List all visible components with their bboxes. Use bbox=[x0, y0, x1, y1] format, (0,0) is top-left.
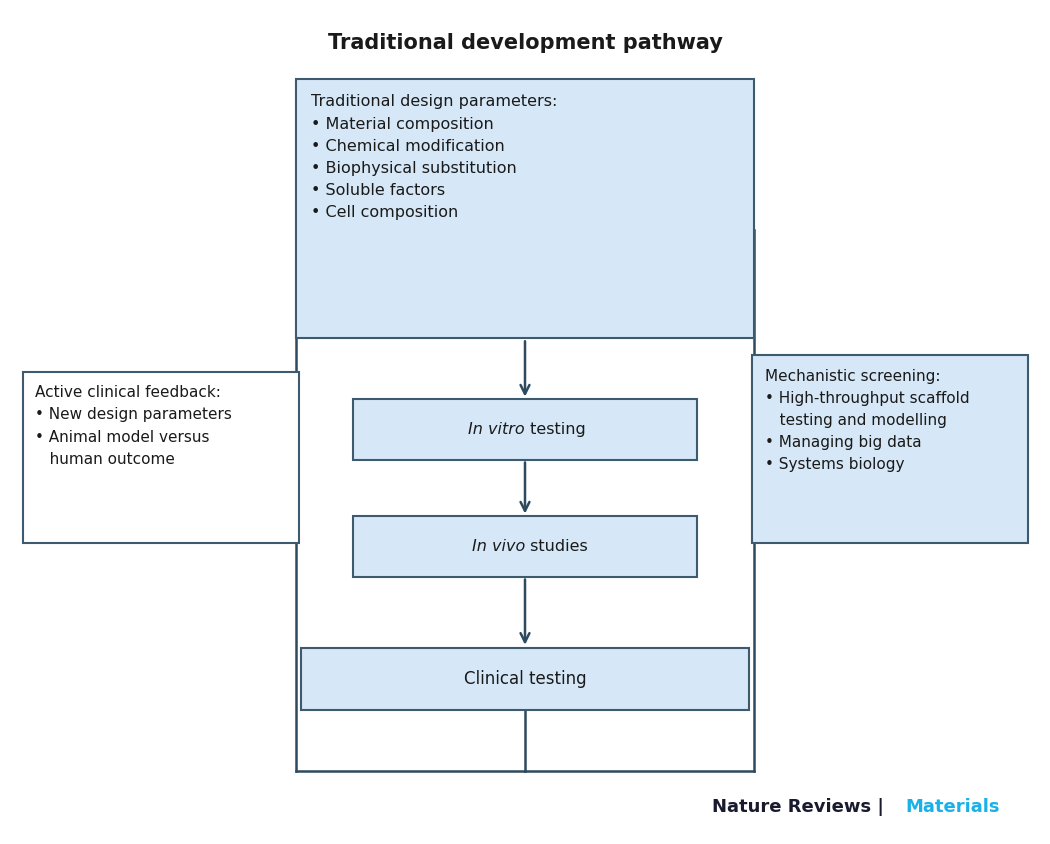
FancyBboxPatch shape bbox=[23, 372, 299, 544]
FancyBboxPatch shape bbox=[353, 399, 697, 460]
Text: Nature Reviews |: Nature Reviews | bbox=[713, 798, 890, 816]
Text: testing: testing bbox=[525, 422, 586, 437]
Text: Active clinical feedback:
• New design parameters
• Animal model versus
   human: Active clinical feedback: • New design p… bbox=[36, 385, 232, 467]
FancyBboxPatch shape bbox=[353, 517, 697, 576]
Text: Materials: Materials bbox=[905, 798, 1000, 816]
FancyBboxPatch shape bbox=[301, 647, 749, 711]
Text: In vitro: In vitro bbox=[468, 422, 525, 437]
Text: In vivo: In vivo bbox=[471, 539, 525, 554]
Text: Traditional development pathway: Traditional development pathway bbox=[328, 34, 722, 53]
Text: Clinical testing: Clinical testing bbox=[464, 670, 586, 688]
Text: Mechanistic screening:
• High-throughput scaffold
   testing and modelling
• Man: Mechanistic screening: • High-throughput… bbox=[764, 369, 969, 473]
Text: studies: studies bbox=[525, 539, 588, 554]
Text: Traditional design parameters:
• Material composition
• Chemical modification
• : Traditional design parameters: • Materia… bbox=[312, 95, 558, 220]
FancyBboxPatch shape bbox=[296, 79, 754, 338]
FancyBboxPatch shape bbox=[752, 355, 1028, 544]
